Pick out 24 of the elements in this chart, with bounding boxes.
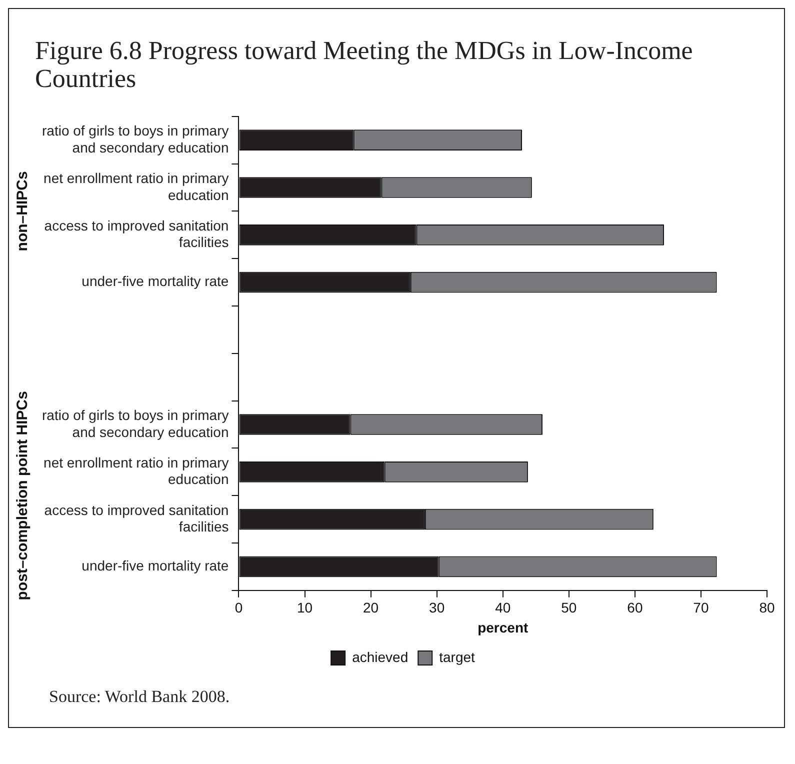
x-tick-label: 70 bbox=[693, 600, 709, 616]
x-tick-label: 30 bbox=[429, 600, 445, 616]
y-tick-label: net enrollment ratio in primary education bbox=[44, 454, 229, 488]
y-tick-label: net enrollment ratio in primary education bbox=[44, 170, 229, 203]
y-tick-label: ratio of girls to boys in primary and secondary education bbox=[42, 122, 229, 156]
y-tick-label: access to improved sanitation facilities bbox=[44, 217, 229, 250]
legend-label: achieved bbox=[352, 648, 408, 665]
x-tick-label: 0 bbox=[234, 600, 243, 616]
x-tick-label: 60 bbox=[627, 600, 643, 616]
text: non–HIPCs bbox=[14, 171, 32, 252]
text: post–completion point HIPCs bbox=[14, 391, 32, 600]
y-tick-label: under-five mortality rate bbox=[82, 558, 229, 574]
y-tick-label: access to improved sanitation facilities bbox=[44, 502, 229, 535]
chart-title: Figure 6.8 Progress toward Meeting the MDGs in Low-Income Countries bbox=[35, 36, 694, 93]
x-tick-label: 10 bbox=[296, 600, 313, 616]
y-tick-label: under-five mortality rate bbox=[82, 273, 229, 290]
source-note: Source: World Bank 2008. bbox=[49, 687, 231, 707]
y-tick-label: ratio of girls to boys in primary and secondary education bbox=[42, 406, 229, 440]
x-tick-label: 40 bbox=[495, 600, 511, 616]
x-tick-label: 50 bbox=[561, 600, 577, 616]
legend-label: target bbox=[439, 648, 476, 665]
x-tick-label: 80 bbox=[759, 600, 775, 616]
x-tick-label: 20 bbox=[363, 600, 379, 616]
x-axis-title: percent bbox=[478, 619, 528, 636]
